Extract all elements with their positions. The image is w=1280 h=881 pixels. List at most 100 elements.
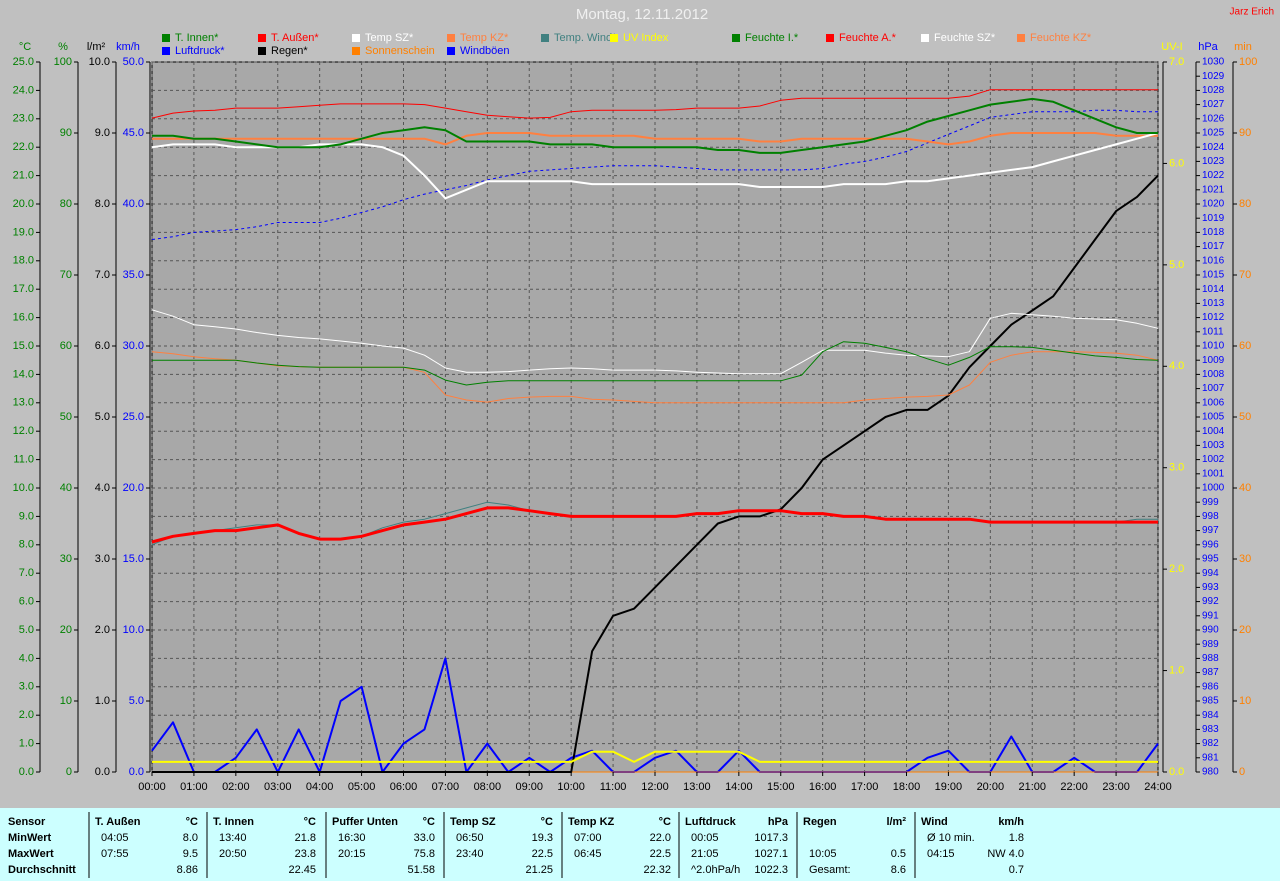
x-tick-label: 07:00 [432, 781, 460, 793]
axis-title: % [58, 41, 68, 53]
axis-title: min [1234, 41, 1252, 53]
cell-time: 00:05 [691, 832, 719, 844]
y-tick-label: 3.0 [19, 681, 34, 693]
y-tick-label: 17.0 [13, 283, 34, 295]
y-tick-label: 10.0 [123, 624, 144, 636]
y-tick-label: 10.0 [13, 482, 34, 494]
y-tick-label: 1015 [1202, 270, 1225, 281]
x-tick-label: 11:00 [600, 781, 627, 793]
cell-time: 04:15 [927, 848, 955, 860]
group-unit: km/h [998, 816, 1024, 828]
group-name: Puffer Unten [332, 816, 398, 828]
legend-label: Sonnenschein [365, 45, 435, 57]
y-tick-label: 1018 [1202, 227, 1225, 238]
y-tick-label: 40 [60, 482, 72, 494]
legend-label: T. Innen* [175, 32, 219, 44]
group-unit: °C [423, 816, 435, 828]
y-tick-label: 3.0 [95, 553, 110, 565]
y-tick-label: 1021 [1202, 184, 1225, 195]
cell-value: 22.45 [288, 864, 316, 876]
cell-time: 07:55 [101, 848, 129, 860]
y-tick-label: 999 [1202, 497, 1219, 508]
x-tick-label: 08:00 [474, 781, 502, 793]
y-tick-label: 1026 [1202, 113, 1225, 124]
x-tick-label: 00:00 [138, 781, 166, 793]
y-tick-label: 1024 [1202, 142, 1225, 153]
legend-swatch [610, 34, 618, 42]
y-tick-label: 50.0 [123, 56, 144, 68]
y-tick-label: 12.0 [13, 425, 34, 437]
y-tick-label: 1025 [1202, 128, 1225, 139]
series-line [151, 89, 1158, 119]
axis-title: °C [19, 41, 31, 53]
y-tick-label: 1013 [1202, 298, 1225, 309]
y-tick-label: 4.0 [1169, 360, 1184, 372]
y-tick-label: 20 [60, 624, 72, 636]
y-tick-label: 15.0 [13, 340, 34, 352]
y-tick-label: 60 [1239, 340, 1251, 352]
group-name: Temp SZ [450, 816, 496, 828]
series-line [151, 132, 1159, 200]
series-line [152, 341, 1159, 386]
y-tick-label: 20.0 [13, 198, 34, 210]
y-tick-label: 1017 [1202, 241, 1225, 252]
y-tick-label: 15.0 [123, 553, 144, 565]
y-tick-label: 984 [1202, 710, 1219, 721]
y-tick-label: 1002 [1202, 454, 1225, 465]
legend-label: Feuchte A.* [839, 32, 897, 44]
y-tick-label: 4.0 [95, 482, 110, 494]
legend-label: Luftdruck* [175, 45, 225, 57]
y-tick-label: 997 [1202, 525, 1219, 536]
y-tick-label: 25.0 [123, 411, 144, 423]
group-name: Luftdruck [685, 816, 737, 828]
row-label: MinWert [8, 832, 52, 844]
y-tick-label: 1.0 [1169, 664, 1184, 676]
grid [151, 61, 1159, 773]
y-tick-label: 9.0 [95, 127, 110, 139]
y-tick-label: 7.0 [1169, 56, 1184, 68]
y-tick-label: 1016 [1202, 255, 1225, 266]
x-tick-label: 04:00 [306, 781, 334, 793]
y-tick-label: 13.0 [13, 397, 34, 409]
series-line [151, 309, 1159, 375]
group-name: T. Außen [95, 816, 141, 828]
group-name: T. Innen [213, 816, 254, 828]
x-tick-label: 22:00 [1060, 781, 1088, 793]
x-tick-label: 12:00 [641, 781, 669, 793]
legend-swatch [352, 47, 360, 55]
legend-swatch [826, 34, 834, 42]
group-name: Wind [921, 816, 948, 828]
cell-value: 22.0 [650, 832, 671, 844]
y-tick-label: 20 [1239, 624, 1251, 636]
cell-value: 1017.3 [754, 832, 788, 844]
y-tick-label: 1030 [1202, 57, 1225, 68]
cell-time: 20:50 [219, 848, 247, 860]
axis-title: km/h [116, 41, 140, 53]
y-tick-label: 1012 [1202, 312, 1225, 323]
cell-value: 22.32 [643, 864, 671, 876]
y-tick-label: 80 [1239, 198, 1251, 210]
y-tick-label: 60 [60, 340, 72, 352]
cell-value: 0.5 [891, 848, 906, 860]
row-label: MaxWert [8, 848, 54, 860]
series-line [151, 506, 1158, 544]
cell-value: 1027.1 [754, 848, 788, 860]
legend-swatch [921, 34, 929, 42]
cell-time: 10:05 [809, 848, 837, 860]
y-tick-label: 1007 [1202, 383, 1225, 394]
summary-panel [0, 808, 1280, 881]
y-tick-label: 0.0 [129, 766, 144, 778]
x-tick-label: 17:00 [851, 781, 879, 793]
y-tick-label: 989 [1202, 639, 1219, 650]
cell-value: 8.86 [177, 864, 198, 876]
cell-value: 8.0 [183, 832, 198, 844]
table-header: Sensor [8, 816, 46, 828]
y-tick-label: 1.0 [95, 695, 110, 707]
y-tick-label: 40 [1239, 482, 1251, 494]
cell-time: 16:30 [338, 832, 366, 844]
y-tick-label: 993 [1202, 582, 1219, 593]
y-tick-label: 5.0 [19, 624, 34, 636]
cell-value: 23.8 [295, 848, 316, 860]
y-tick-label: 5.0 [95, 411, 110, 423]
